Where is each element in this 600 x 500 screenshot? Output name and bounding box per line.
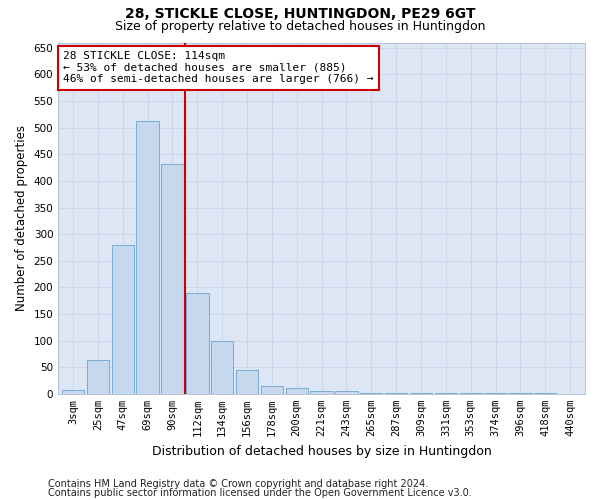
Y-axis label: Number of detached properties: Number of detached properties (15, 125, 28, 311)
Text: Contains public sector information licensed under the Open Government Licence v3: Contains public sector information licen… (48, 488, 472, 498)
Bar (286, 388, 308, 394)
Bar (534, 392, 556, 394)
Bar (87, 360, 109, 394)
X-axis label: Distribution of detached houses by size in Huntingdon: Distribution of detached houses by size … (152, 444, 491, 458)
Bar (385, 392, 407, 394)
Bar (460, 392, 482, 394)
Bar (186, 292, 209, 394)
Bar (335, 391, 358, 394)
Text: 28, STICKLE CLOSE, HUNTINGDON, PE29 6GT: 28, STICKLE CLOSE, HUNTINGDON, PE29 6GT (125, 8, 475, 22)
Bar (434, 392, 457, 394)
Bar (211, 340, 233, 394)
Text: Contains HM Land Registry data © Crown copyright and database right 2024.: Contains HM Land Registry data © Crown c… (48, 479, 428, 489)
Bar (112, 245, 134, 394)
Bar (360, 392, 382, 394)
Bar (260, 386, 283, 394)
Bar (509, 392, 532, 394)
Bar (310, 391, 333, 394)
Bar (161, 164, 184, 394)
Bar (484, 392, 507, 394)
Text: 28 STICKLE CLOSE: 114sqm
← 53% of detached houses are smaller (885)
46% of semi-: 28 STICKLE CLOSE: 114sqm ← 53% of detach… (64, 52, 374, 84)
Text: Size of property relative to detached houses in Huntingdon: Size of property relative to detached ho… (115, 20, 485, 33)
Bar (136, 120, 159, 394)
Bar (236, 370, 258, 394)
Bar (62, 390, 84, 394)
Bar (410, 392, 432, 394)
